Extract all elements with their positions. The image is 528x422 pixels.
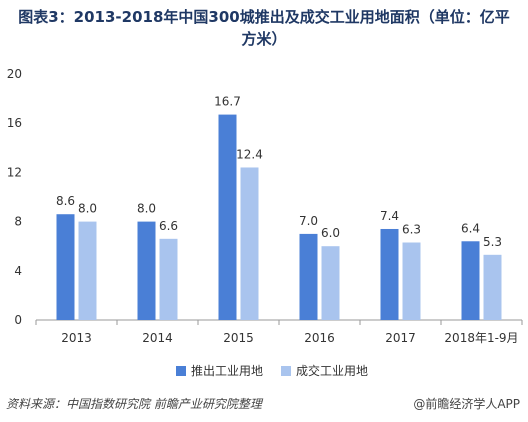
x-tick-label: 2015	[223, 331, 254, 345]
bar-series-2	[159, 238, 178, 320]
y-tick-label: 8	[14, 215, 22, 229]
chart-legend: 推出工业用地 成交工业用地	[176, 362, 368, 379]
bar-series-2	[402, 242, 421, 320]
data-label: 7.0	[299, 214, 318, 228]
legend-label-series-1: 推出工业用地	[191, 364, 264, 378]
legend-swatch-series-2	[281, 365, 292, 376]
y-tick-label: 16	[7, 116, 22, 130]
bar-series-1	[56, 214, 75, 320]
y-tick-label: 0	[14, 313, 22, 327]
x-tick-label: 2017	[385, 331, 416, 345]
data-label: 8.6	[56, 194, 75, 208]
legend-swatch-series-1	[176, 365, 186, 376]
data-label: 6.6	[159, 219, 178, 233]
data-label: 6.4	[461, 221, 480, 235]
bar-series-2	[321, 246, 340, 320]
data-label: 6.3	[402, 223, 421, 237]
brand-credit: @前瞻经济学人APP	[413, 397, 520, 411]
source-note: 资料来源：中国指数研究院 前瞻产业研究院整理	[6, 397, 262, 411]
legend-item-series-1: 推出工业用地	[176, 362, 263, 379]
bar-series-1	[461, 241, 480, 320]
chart-title-line-2: 方米）	[241, 30, 287, 48]
x-tick-label: 2018年1-9月	[444, 331, 518, 345]
bar-series-2	[240, 167, 259, 320]
legend-label-series-2: 成交工业用地	[296, 364, 369, 378]
data-label: 5.3	[483, 235, 502, 249]
legend-item-series-2: 成交工业用地	[281, 362, 368, 379]
bar-series-1	[218, 114, 237, 320]
y-tick-label: 4	[14, 264, 22, 278]
bar-series-1	[299, 233, 318, 320]
data-label: 7.4	[380, 209, 399, 223]
chart-title: 图表3：2013-2018年中国300城推出及成交工业用地面积（单位：亿平 方米…	[6, 6, 522, 50]
data-label: 12.4	[236, 147, 263, 161]
data-label: 8.0	[137, 202, 156, 216]
y-tick-label: 20	[7, 67, 22, 81]
data-label: 8.0	[78, 202, 97, 216]
bar-series-2	[78, 221, 97, 320]
x-tick-label: 2014	[142, 331, 173, 345]
x-tick-label: 2016	[304, 331, 335, 345]
data-label: 16.7	[214, 95, 241, 109]
y-tick-label: 12	[7, 165, 22, 179]
bar-series-1	[137, 221, 156, 320]
bar-series-2	[483, 254, 502, 320]
x-tick-label: 2013	[61, 331, 92, 345]
bar-series-1	[380, 228, 399, 320]
data-label: 6.0	[321, 226, 340, 240]
chart-title-line-1: 图表3：2013-2018年中国300城推出及成交工业用地面积（单位：亿平	[18, 8, 510, 26]
